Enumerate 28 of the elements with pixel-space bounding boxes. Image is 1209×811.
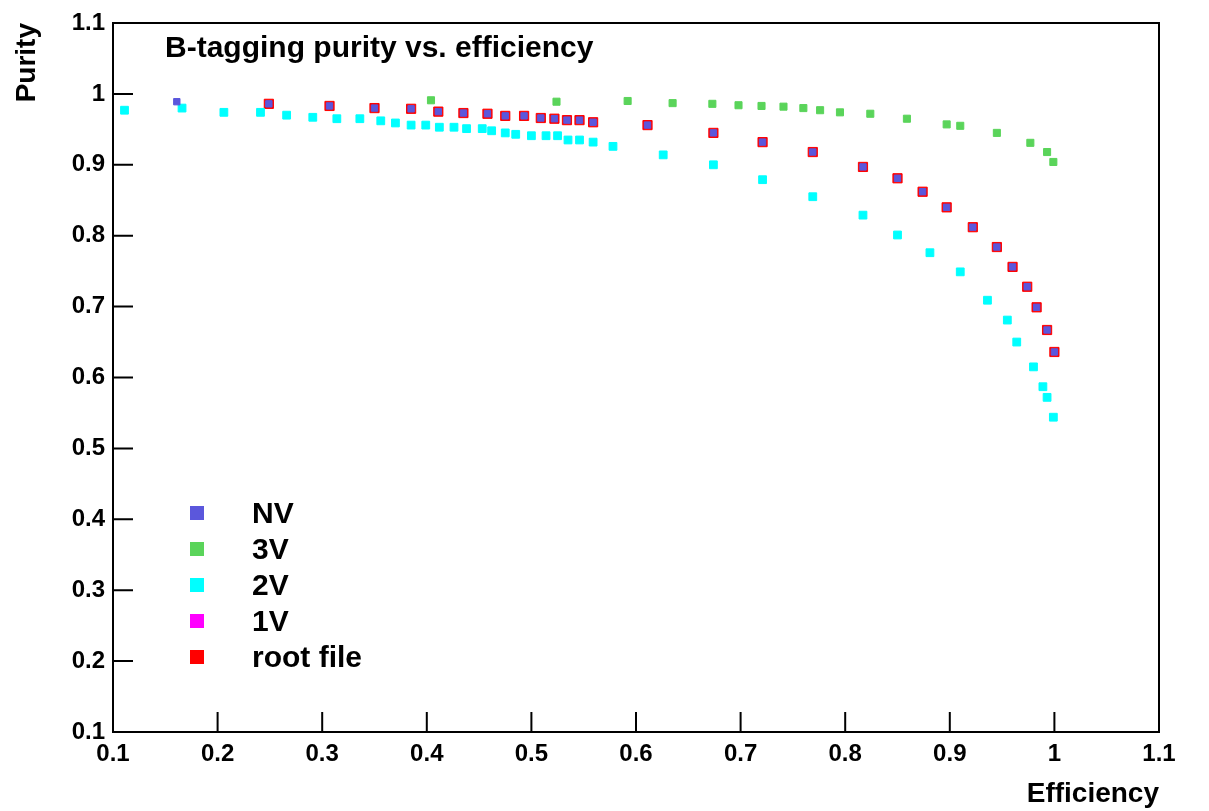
y-tick-label: 0.6 <box>71 362 105 390</box>
legend-label: 1V <box>252 604 289 638</box>
x-tick-label: 0.3 <box>305 739 339 767</box>
x-tick-label: 0.6 <box>619 739 653 767</box>
legend-label: root file <box>252 640 362 674</box>
y-tick-label: 0.4 <box>71 503 106 531</box>
y-tick-label: 0.8 <box>71 220 105 248</box>
y-tick-label: 1.1 <box>71 7 105 35</box>
x-tick-label: 0.5 <box>514 739 549 767</box>
legend-label: 2V <box>252 568 289 602</box>
x-axis-title: Efficiency <box>1026 776 1160 808</box>
y-axis-title: Purity <box>9 22 41 103</box>
y-tick-label: 0.5 <box>71 433 105 461</box>
chart-title: B-tagging purity vs. efficiency <box>165 30 594 64</box>
x-tick-label: 0.4 <box>410 739 445 767</box>
legend-label: 3V <box>252 532 289 566</box>
legend-label: NV <box>252 496 294 530</box>
y-tick-label: 1 <box>91 78 105 106</box>
x-tick-label: 0.7 <box>723 739 758 767</box>
y-tick-label: 0.3 <box>71 574 105 602</box>
x-tick-label: 1.1 <box>1142 739 1176 767</box>
x-tick-label: 0.9 <box>933 739 967 767</box>
x-tick-label: 0.8 <box>828 739 862 767</box>
y-tick-label: 0.7 <box>71 291 105 319</box>
x-tick-label: 0.2 <box>200 739 235 767</box>
y-tick-label: 0.9 <box>71 149 105 177</box>
y-tick-label: 0.2 <box>71 645 105 673</box>
x-tick-label: 1 <box>1047 739 1062 767</box>
